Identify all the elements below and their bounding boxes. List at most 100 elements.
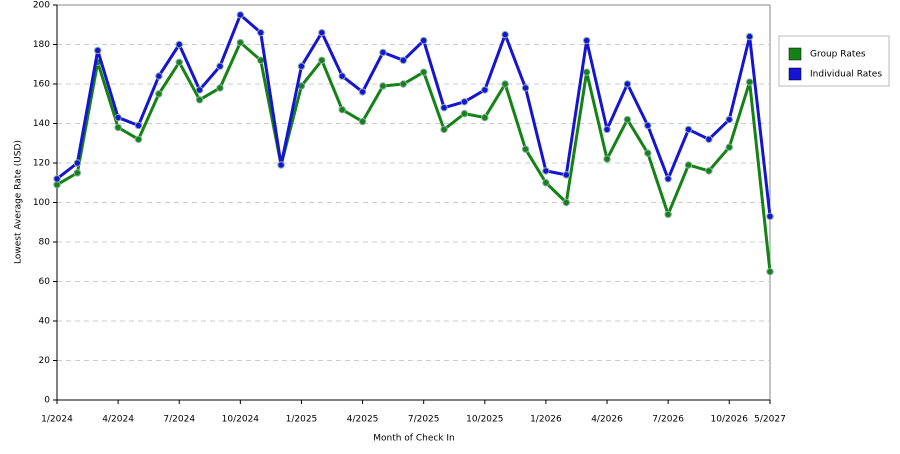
y-tick-label: 60 (39, 277, 51, 287)
data-point (318, 28, 326, 37)
data-point (155, 90, 163, 98)
x-tick-label: 1/2026 (530, 415, 562, 425)
data-point (664, 210, 672, 219)
data-point (216, 84, 224, 92)
data-point (725, 143, 733, 151)
y-tick-label: 120 (33, 159, 50, 169)
data-point (521, 84, 530, 92)
data-point (623, 80, 632, 88)
y-tick-label: 160 (33, 80, 50, 90)
data-point (582, 68, 591, 76)
data-point (521, 145, 530, 153)
data-point (440, 125, 448, 134)
legend-swatch (788, 67, 802, 81)
data-point (236, 38, 245, 47)
y-tick-label: 20 (39, 356, 51, 366)
y-axis-label: Lowest Average Rate (USD) (14, 140, 24, 264)
data-point (705, 167, 713, 175)
data-point (175, 40, 183, 49)
data-point (562, 171, 570, 179)
data-point (195, 96, 204, 104)
y-tick-label: 0 (44, 396, 50, 406)
data-point (766, 267, 774, 276)
data-point (297, 62, 306, 70)
data-point (419, 36, 428, 45)
data-point (53, 175, 61, 183)
data-point (501, 80, 509, 88)
data-point (155, 72, 163, 80)
x-tick-label: 10/2025 (466, 415, 503, 425)
data-point (542, 167, 550, 175)
data-point (94, 46, 102, 55)
data-point (745, 32, 754, 41)
data-point (644, 149, 652, 157)
x-tick-label: 5/2027 (754, 415, 786, 425)
data-point (257, 28, 265, 37)
data-point (745, 78, 754, 86)
data-point (623, 115, 632, 124)
x-tick-label: 1/2025 (286, 415, 318, 425)
x-tick-label: 4/2025 (347, 415, 379, 425)
data-point (338, 105, 346, 114)
data-point (501, 30, 509, 39)
data-point (338, 72, 346, 80)
data-point (134, 121, 143, 130)
data-point (114, 113, 122, 122)
x-tick-label: 10/2026 (711, 415, 749, 425)
data-point (460, 109, 469, 118)
data-point (277, 161, 285, 169)
data-point (257, 56, 265, 64)
data-point (684, 125, 693, 134)
data-point (73, 159, 82, 167)
data-point (318, 56, 326, 64)
data-point (358, 88, 367, 96)
data-point (195, 86, 204, 94)
data-point (766, 212, 774, 221)
legend-swatch (788, 47, 802, 61)
data-point (481, 86, 489, 94)
x-tick-label: 4/2026 (591, 415, 623, 425)
data-point (379, 82, 387, 90)
data-point (379, 48, 387, 57)
data-point (582, 36, 591, 45)
data-point (134, 135, 143, 144)
data-point (440, 104, 448, 112)
data-point (460, 98, 469, 106)
y-tick-label: 80 (39, 238, 51, 248)
data-point (705, 135, 713, 144)
legend-label: Group Rates (810, 50, 866, 60)
x-tick-label: 7/2026 (652, 415, 684, 425)
data-point (644, 121, 652, 130)
data-point (216, 62, 224, 70)
data-point (542, 179, 550, 187)
x-tick-label: 10/2024 (222, 415, 260, 425)
data-point (664, 175, 672, 183)
data-point (684, 161, 693, 169)
data-point (481, 113, 489, 122)
data-point (725, 115, 733, 124)
legend-label: Individual Rates (810, 70, 882, 80)
data-point (603, 125, 611, 134)
y-tick-label: 180 (33, 40, 50, 50)
data-point (236, 11, 245, 19)
y-tick-label: 200 (33, 1, 50, 11)
x-tick-label: 1/2024 (41, 415, 73, 425)
data-point (419, 68, 428, 76)
data-point (358, 117, 367, 126)
data-point (562, 198, 570, 207)
x-tick-label: 7/2024 (163, 415, 195, 425)
data-point (114, 123, 122, 132)
x-tick-label: 4/2024 (102, 415, 134, 425)
data-point (399, 56, 408, 64)
data-point (175, 58, 183, 66)
series-line (56, 13, 772, 217)
data-point (603, 155, 611, 163)
x-axis-label: Month of Check In (373, 434, 455, 444)
series-line (56, 41, 772, 272)
y-tick-label: 100 (33, 198, 50, 208)
x-tick-label: 7/2025 (408, 415, 440, 425)
y-tick-label: 140 (33, 119, 50, 129)
data-point (399, 80, 408, 88)
y-tick-label: 40 (39, 317, 51, 327)
